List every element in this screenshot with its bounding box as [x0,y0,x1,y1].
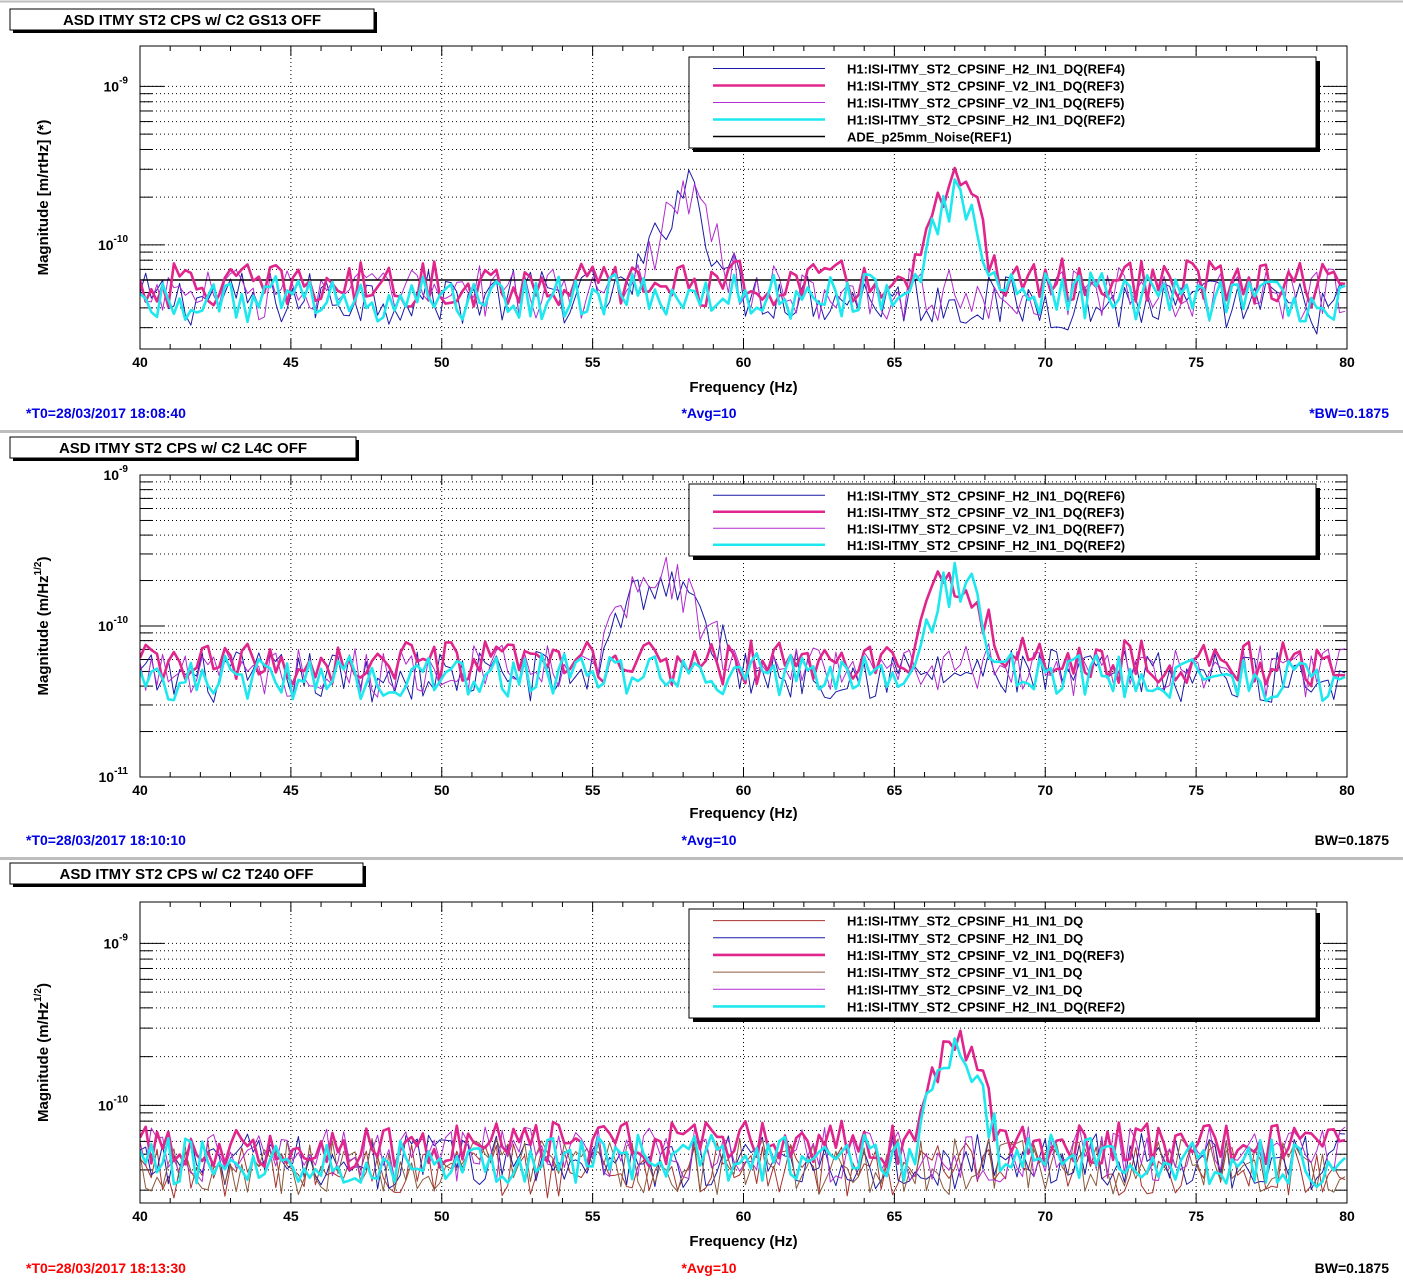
footer-bw: *BW=0.1875 [1309,405,1389,421]
legend-entry: H1:ISI-ITMY_ST2_CPSINF_V2_IN1_DQ(REF3) [847,79,1124,94]
x-tick-label: 40 [132,354,148,370]
legend-entry: H1:ISI-ITMY_ST2_CPSINF_H2_IN1_DQ(REF4) [847,62,1125,77]
legend-entry: H1:ISI-ITMY_ST2_CPSINF_V2_IN1_DQ(REF5) [847,96,1124,111]
legend-entry: H1:ISI-ITMY_ST2_CPSINF_V2_IN1_DQ [847,982,1083,997]
legend-entry: H1:ISI-ITMY_ST2_CPSINF_V2_IN1_DQ(REF3) [847,948,1124,963]
traces [140,166,1347,335]
footer-avg: *Avg=10 [681,832,736,848]
x-tick-label: 55 [585,782,601,798]
x-tick-label: 45 [283,782,299,798]
axis-ticks [139,474,1348,778]
x-tick-label: 65 [887,1208,903,1224]
x-tick-label: 45 [283,354,299,370]
legend-entry: H1:ISI-ITMY_ST2_CPSINF_H2_IN1_DQ(REF2) [847,113,1125,128]
y-tick-label: 10-9 [104,932,129,951]
x-tick-label: 70 [1037,1208,1053,1224]
y-tick-label: 10-10 [98,615,128,634]
x-tick-label: 60 [736,354,752,370]
legend-entry: H1:ISI-ITMY_ST2_CPSINF_V1_IN1_DQ [847,965,1083,980]
legend-entry: H1:ISI-ITMY_ST2_CPSINF_V2_IN1_DQ(REF7) [847,521,1124,536]
chart-panel-1: ASD ITMY ST2 CPS w/ C2 GS13 OFF 40 45 50 55 6… [9,8,1389,421]
footer-t0: *T0=28/03/2017 18:10:10 [26,832,186,848]
x-tick-label: 70 [1037,354,1053,370]
x-tick-label: 75 [1188,782,1204,798]
x-tick-label: 55 [585,1208,601,1224]
x-axis-label: Frequency (Hz) [689,805,797,822]
x-tick-label: 50 [434,354,450,370]
plot-frame [139,474,1348,778]
plot-frame [139,45,1348,350]
x-axis-label: Frequency (Hz) [689,379,797,396]
legend-entry: H1:ISI-ITMY_ST2_CPSINF_H2_IN1_DQ(REF6) [847,488,1125,503]
y-tick-label: 10-9 [104,75,129,94]
traces [140,1029,1347,1199]
chart-panel-3: ASD ITMY ST2 CPS w/ C2 T240 OFF 40 45 50 55 6… [9,862,1390,1276]
legend-box [688,908,1317,1019]
legend-entry: H1:ISI-ITMY_ST2_CPSINF_H2_IN1_DQ(REF2) [847,538,1125,553]
x-tick-label: 45 [283,1208,299,1224]
axis-ticks [139,902,1348,1203]
y-tick-label: 10-9 [104,464,129,483]
series-line-6 [140,1037,1347,1189]
x-tick-label: 80 [1339,782,1355,798]
plot-frame [139,901,1348,1204]
footer-t0: *T0=28/03/2017 18:13:30 [26,1260,186,1276]
x-tick-label: 80 [1339,1208,1355,1224]
legend-entry: H1:ISI-ITMY_ST2_CPSINF_H1_IN1_DQ [847,914,1083,929]
x-tick-label: 70 [1037,782,1053,798]
y-axis-label: Magnitude [m/rtHz] (*) [35,120,52,276]
legend-entry: ADE_p25mm_Noise(REF1) [847,130,1012,145]
traces [140,556,1346,703]
y-tick-label: 10-10 [98,1094,128,1113]
x-tick-label: 50 [434,1208,450,1224]
x-tick-label: 65 [887,354,903,370]
x-tick-label: 60 [736,1208,752,1224]
legend-entry: H1:ISI-ITMY_ST2_CPSINF_H2_IN1_DQ(REF2) [847,999,1125,1014]
footer-bw: BW=0.1875 [1315,832,1390,848]
series-line-2 [140,1133,1346,1191]
chart-title: ASD ITMY ST2 CPS w/ C2 L4C OFF [59,440,307,457]
x-tick-label: 40 [132,782,148,798]
footer-bw: BW=0.1875 [1315,1260,1390,1276]
footer-avg: *Avg=10 [681,1260,736,1276]
x-tick-label: 65 [887,782,903,798]
chart-panel-2: ASD ITMY ST2 CPS w/ C2 L4C OFF 40 45 50 55 60… [9,436,1390,848]
legend-entry: H1:ISI-ITMY_ST2_CPSINF_V2_IN1_DQ(REF3) [847,505,1124,520]
legend-entry: H1:ISI-ITMY_ST2_CPSINF_H2_IN1_DQ [847,931,1083,946]
y-tick-label: 10-10 [98,234,128,253]
chart-title: ASD ITMY ST2 CPS w/ C2 T240 OFF [60,866,314,883]
x-tick-label: 80 [1339,354,1355,370]
x-tick-label: 75 [1188,1208,1204,1224]
footer-avg: *Avg=10 [681,405,736,421]
x-tick-label: 55 [585,354,601,370]
chart-title: ASD ITMY ST2 CPS w/ C2 GS13 OFF [63,12,321,29]
footer-t0: *T0=28/03/2017 18:08:40 [26,405,186,421]
x-tick-label: 40 [132,1208,148,1224]
x-tick-label: 50 [434,782,450,798]
series-line-4 [140,178,1346,324]
y-axis-label: Magnitude (m/Hz1/2) [33,557,52,696]
x-tick-label: 60 [736,782,752,798]
y-axis-label: Magnitude (m/Hz1/2) [33,983,52,1122]
axis-ticks [139,46,1348,349]
title-box [9,436,357,459]
panel-separator-2 [0,857,1403,860]
series-line-4 [140,561,1346,703]
panel-separator-1 [0,430,1403,433]
series-line-3 [140,1029,1346,1171]
x-axis-label: Frequency (Hz) [689,1233,797,1250]
y-tick-label: 10-11 [99,766,129,785]
title-box [9,862,364,885]
x-tick-label: 75 [1188,354,1204,370]
title-box [9,8,375,31]
series-line-2 [140,570,1346,688]
